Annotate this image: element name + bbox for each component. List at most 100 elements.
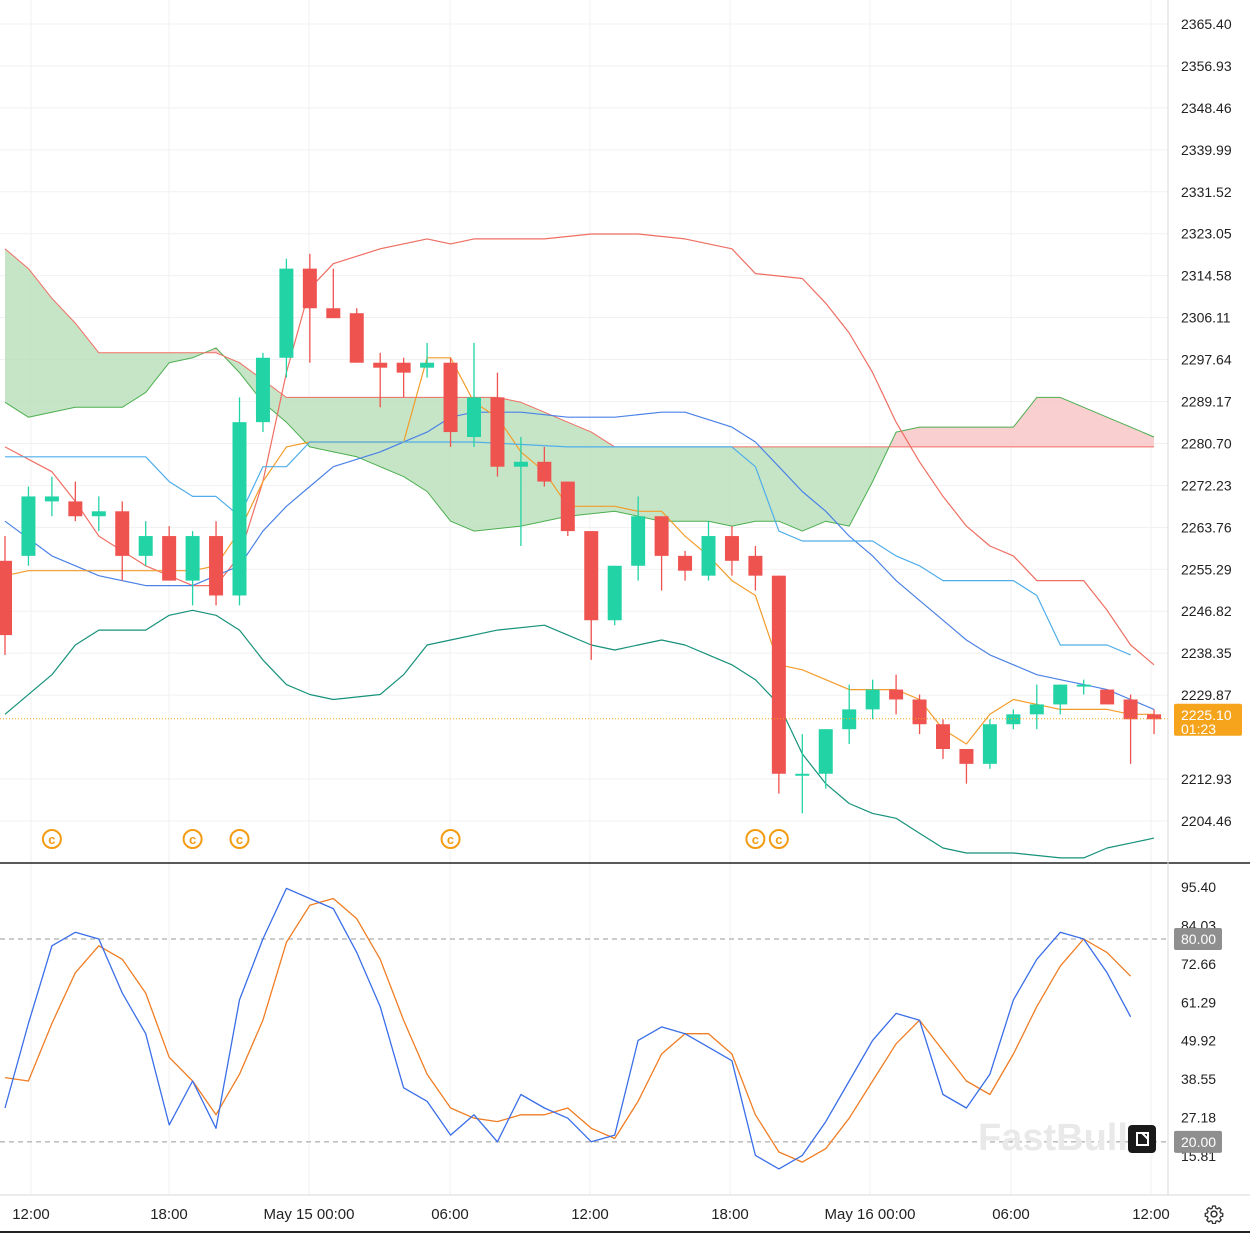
bollinger-lower-line: [4, 609, 1155, 859]
candle-body: [748, 555, 763, 576]
stochastic-d-line: [4, 897, 1132, 1163]
candle: [443, 357, 458, 447]
candle-body: [21, 496, 36, 556]
price-axis-label: 2255.29: [1181, 561, 1232, 577]
candle-body: [44, 496, 59, 502]
candle-body: [959, 748, 974, 764]
candle: [373, 352, 388, 408]
candle-body: [701, 536, 716, 576]
dividend-letter: c: [48, 832, 55, 847]
candle-body: [654, 516, 669, 556]
candle-body: [1147, 714, 1162, 720]
time-axis-label: 12:00: [571, 1206, 609, 1223]
candle-body: [115, 511, 130, 556]
level-tag-value: 20.00: [1181, 1134, 1216, 1150]
candle-body: [1006, 714, 1021, 725]
candle: [701, 521, 716, 581]
candle-body: [1029, 704, 1044, 715]
candle: [1053, 684, 1068, 715]
price-axis-label: 2356.93: [1181, 58, 1232, 74]
candle: [490, 372, 505, 477]
dividend-c-icon: c: [182, 829, 203, 849]
price-axis-label: 2280.70: [1181, 435, 1232, 451]
dividend-c-icon: c: [768, 829, 789, 849]
candle: [0, 536, 12, 655]
candle: [91, 496, 106, 532]
candle: [982, 719, 997, 769]
gear-icon: [1204, 1205, 1224, 1224]
oscillator-level-tag: 20.00: [1174, 1130, 1222, 1153]
oscillator-axis-label: 27.18: [1181, 1110, 1216, 1126]
dividend-letter: c: [775, 832, 782, 847]
ichimoku-span-b: [4, 248, 1154, 448]
candle-body: [1053, 684, 1068, 705]
candle-body: [513, 461, 528, 467]
candle: [68, 481, 83, 522]
price-axis-label: 2263.76: [1181, 519, 1232, 535]
candle-body: [185, 536, 200, 581]
cloud-fill: [5, 248, 205, 418]
price-axis-label: 2246.82: [1181, 603, 1232, 619]
grid: [0, 0, 1168, 1195]
candle-body: [255, 357, 270, 423]
time-axis-label: May 15 00:00: [264, 1206, 355, 1223]
candle-body: [912, 699, 927, 725]
price-axis-label: 2331.52: [1181, 184, 1232, 200]
candle: [795, 734, 810, 814]
level-tag-bg: [1174, 1130, 1222, 1153]
candle: [420, 342, 435, 378]
candle-body: [162, 536, 177, 581]
candle-body: [889, 689, 904, 700]
candle-body: [349, 313, 364, 363]
candle-body: [467, 397, 481, 438]
dividend-c-icon: c: [229, 829, 250, 849]
price-axis[interactable]: 2365.40 2356.93 2348.46 2339.99 2331.52 2323.…: [1181, 16, 1232, 829]
cloud-fill: [227, 357, 891, 532]
candle-body: [302, 268, 317, 309]
candle-body: [490, 397, 505, 467]
time-axis[interactable]: 12:00 18:00 May 15 00:00 06:00 12:00 18:00 May…: [12, 1206, 1170, 1223]
candle: [349, 308, 364, 363]
candlestick-series: [0, 253, 1162, 814]
candle: [115, 501, 130, 581]
candle-body: [68, 501, 83, 517]
dividend-letter: c: [447, 832, 454, 847]
candle-body: [443, 362, 458, 433]
dividend-c-icon: c: [440, 829, 461, 849]
cloud-fill: [890, 397, 1155, 447]
candle: [1029, 684, 1044, 730]
candle-body: [1100, 689, 1115, 705]
bollinger-middle-line: [4, 411, 1155, 710]
price-axis-label: 2212.93: [1181, 771, 1232, 787]
level-tag-bg: [1174, 928, 1222, 951]
settings-button[interactable]: [1202, 1202, 1226, 1226]
price-axis-label: 2306.11: [1181, 310, 1231, 326]
price-tag-bg: [1174, 703, 1242, 736]
oscillator-axis-label: 95.40: [1181, 879, 1216, 895]
candle: [1006, 709, 1021, 730]
candle-body: [584, 531, 599, 621]
dividend-circle: [768, 829, 789, 849]
candle-body: [279, 268, 294, 358]
candle: [302, 253, 317, 363]
candle: [162, 526, 177, 581]
oscillator-axis-label: 38.55: [1181, 1071, 1216, 1087]
candle: [607, 565, 622, 626]
candle: [936, 719, 950, 759]
dividend-letter: c: [752, 832, 759, 847]
cloud-fill: [204, 347, 228, 361]
base-line: [5, 441, 1131, 656]
candle-body: [1076, 684, 1091, 687]
candle: [771, 575, 786, 794]
candle: [209, 521, 224, 606]
stochastic-k-line: [4, 887, 1132, 1170]
candle: [396, 357, 411, 398]
candle: [232, 397, 247, 606]
time-axis-label: 12:00: [12, 1206, 50, 1223]
candle-body: [865, 689, 880, 710]
candle: [654, 516, 669, 591]
candle: [1147, 709, 1162, 735]
candle-body: [771, 575, 786, 774]
